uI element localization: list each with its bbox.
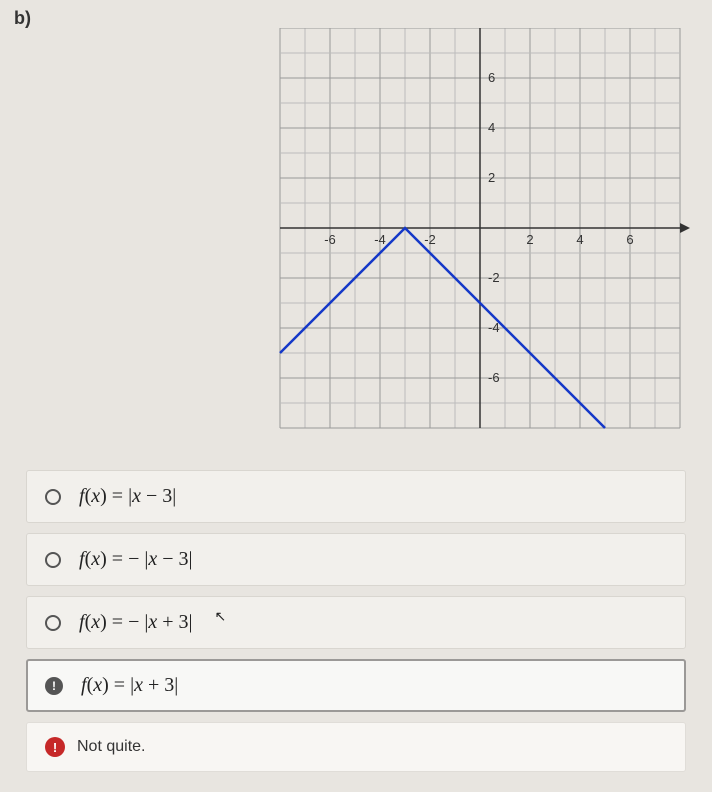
answer-option-0[interactable]: f(x) = |x − 3| <box>26 470 686 523</box>
svg-text:6: 6 <box>488 70 495 85</box>
alert-icon: ! <box>45 677 63 695</box>
svg-text:2: 2 <box>526 232 533 247</box>
svg-text:6: 6 <box>626 232 633 247</box>
radio-icon <box>45 552 61 568</box>
answer-option-2[interactable]: f(x) = − |x + 3| ↖ <box>26 596 686 649</box>
option-label: f(x) = |x + 3| <box>81 674 178 697</box>
svg-text:-2: -2 <box>424 232 436 247</box>
option-label: f(x) = − |x + 3| <box>79 611 193 634</box>
feedback-text: Not quite. <box>77 738 145 756</box>
answer-option-1[interactable]: f(x) = − |x − 3| <box>26 533 686 586</box>
radio-icon <box>45 489 61 505</box>
chart-svg: -6-4-2246-6-4-2246 <box>250 28 690 448</box>
svg-text:-6: -6 <box>324 232 336 247</box>
option-label: f(x) = |x − 3| <box>79 485 176 508</box>
question-label: b) <box>14 8 31 29</box>
answer-option-3[interactable]: ! f(x) = |x + 3| <box>26 659 686 712</box>
svg-text:4: 4 <box>576 232 583 247</box>
cursor-icon: ↖ <box>215 608 227 625</box>
function-graph: -6-4-2246-6-4-2246 <box>250 28 690 448</box>
svg-text:2: 2 <box>488 170 495 185</box>
error-icon: ! <box>45 737 65 757</box>
feedback-message: ! Not quite. <box>26 722 686 772</box>
radio-icon <box>45 615 61 631</box>
svg-text:4: 4 <box>488 120 495 135</box>
option-label: f(x) = − |x − 3| <box>79 548 193 571</box>
svg-text:-4: -4 <box>374 232 386 247</box>
answer-options: f(x) = |x − 3| f(x) = − |x − 3| f(x) = − |… <box>26 470 686 772</box>
svg-text:-6: -6 <box>488 370 500 385</box>
svg-text:-2: -2 <box>488 270 500 285</box>
